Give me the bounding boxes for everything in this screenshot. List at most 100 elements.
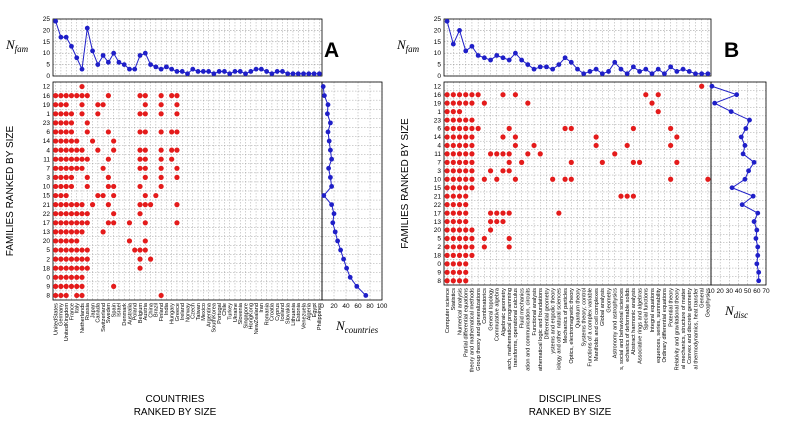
membership-dot (126, 238, 133, 244)
membership-dot (463, 151, 469, 157)
membership-dot (79, 102, 85, 108)
membership-dot (158, 102, 164, 108)
membership-dot (174, 102, 180, 108)
membership-dot (475, 92, 481, 98)
nfam-point (222, 69, 227, 74)
membership-dot (53, 111, 59, 117)
family-tick-label: 19 (43, 102, 51, 109)
main-matrix: 12161912361441173101521221713205218098Un… (43, 81, 323, 342)
membership-dot (63, 102, 69, 108)
category-tick-label: Ukraine (233, 303, 239, 322)
membership-dot (147, 256, 154, 262)
nfam-point (475, 53, 481, 58)
membership-dot (74, 283, 80, 289)
membership-dot (450, 142, 456, 149)
membership-dot (58, 111, 64, 117)
nfam-point (227, 71, 233, 77)
membership-dot (469, 168, 475, 174)
membership-dot (469, 142, 475, 149)
membership-dot (79, 220, 85, 226)
category-tick-label: Slovakia (286, 302, 292, 324)
side-point (728, 109, 734, 115)
membership-dot (456, 244, 463, 250)
membership-dot (494, 151, 500, 157)
membership-dot (74, 292, 80, 299)
membership-dot (63, 120, 69, 126)
category-tick-label: athematical logic and foundations (538, 288, 544, 371)
membership-dot (126, 220, 133, 226)
family-tick-label: 21 (434, 193, 442, 200)
nfam-point (481, 55, 487, 61)
side-point (330, 220, 336, 226)
top-ytick-label: 5 (437, 62, 441, 69)
membership-dot (63, 274, 69, 280)
side-point (328, 174, 333, 180)
family-tick-label: 13 (434, 219, 442, 226)
nfam-point (116, 59, 122, 65)
membership-dot (63, 238, 69, 244)
category-tick-label: al thermodynamics, heat transfer (693, 288, 699, 370)
membership-dot (63, 211, 69, 217)
membership-dot (63, 247, 69, 253)
nfam-point (63, 34, 69, 40)
family-tick-label: 7 (437, 160, 441, 167)
membership-dot (537, 151, 543, 157)
membership-dot (111, 220, 117, 226)
family-tick-label: 4 (437, 143, 441, 150)
side-frame (710, 81, 767, 286)
membership-dot (142, 156, 148, 162)
side-point (740, 151, 746, 157)
membership-dot (469, 100, 475, 106)
nfam-point (269, 71, 275, 77)
membership-dot (655, 92, 661, 98)
family-tick-label: 4 (46, 147, 50, 154)
membership-dot (105, 202, 111, 208)
category-tick-label: Denmark (122, 303, 128, 326)
membership-dot (456, 218, 463, 225)
category-tick-label: Potential theory (668, 288, 674, 327)
family-tick-label: 14 (434, 134, 442, 141)
side-point (755, 252, 761, 258)
membership-dot (84, 183, 90, 190)
membership-dot (636, 159, 643, 165)
family-tick-label: 8 (437, 278, 441, 285)
nfam-point (662, 71, 667, 77)
membership-dot (53, 256, 59, 262)
membership-dot (500, 151, 506, 157)
membership-dot (169, 93, 175, 99)
top-ylabel-sub: fam (406, 44, 420, 54)
nfam-point (84, 25, 90, 31)
membership-dot (500, 168, 506, 174)
membership-dot (132, 247, 138, 253)
membership-dot (169, 147, 175, 153)
membership-dot (463, 227, 469, 233)
category-tick-label: Relativity and gravitational theory (675, 288, 681, 371)
nfam-point (216, 69, 222, 74)
nfam-point (127, 66, 132, 72)
membership-dot (506, 125, 512, 132)
membership-dot (58, 183, 64, 190)
membership-dot (174, 220, 180, 226)
membership-dot (463, 185, 469, 191)
membership-dot (456, 134, 463, 140)
membership-dot (79, 256, 85, 262)
nfam-point (179, 69, 185, 74)
membership-dot (444, 210, 450, 216)
top-plot: 0 5 10 15 20 25 (434, 16, 712, 80)
side-point (743, 126, 749, 131)
membership-dot (456, 168, 463, 174)
category-tick-label: Mechanics of particles (563, 288, 569, 344)
membership-dot (58, 174, 64, 180)
membership-dot (74, 256, 80, 262)
nfam-point (200, 69, 206, 74)
membership-dot (53, 220, 59, 226)
category-tick-label: UnitedKingdom (64, 303, 70, 342)
nfam-point (544, 64, 549, 70)
membership-dot (53, 202, 59, 208)
nfam-point (137, 53, 143, 58)
membership-dot (487, 218, 494, 225)
membership-dot (481, 244, 487, 250)
membership-dot (469, 151, 475, 157)
nfam-point (274, 69, 280, 74)
membership-dot (550, 176, 556, 182)
